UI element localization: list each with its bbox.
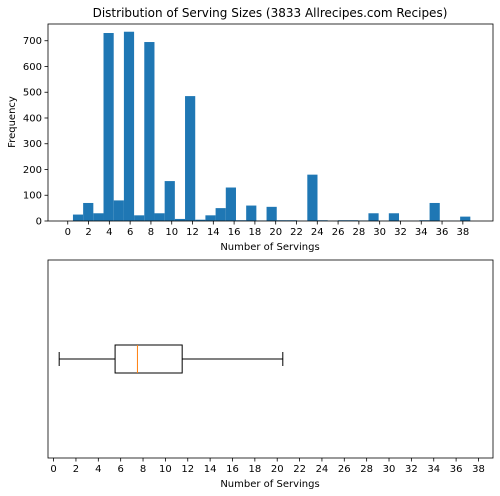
histogram-bar — [93, 213, 104, 221]
histogram-x-tick-label: 14 — [207, 227, 220, 238]
boxplot-x-tick-label: 24 — [316, 464, 329, 475]
histogram-x-tick-label: 36 — [436, 227, 449, 238]
histogram-chart: Distribution of Serving Sizes (3833 Allr… — [7, 6, 494, 253]
histogram-title: Distribution of Serving Sizes (3833 Allr… — [93, 6, 448, 20]
boxplot-x-tick-label: 16 — [226, 464, 239, 475]
histogram-x-tick-label: 4 — [106, 227, 112, 238]
boxplot-x-tick-label: 6 — [117, 464, 123, 475]
histogram-bar — [195, 219, 206, 221]
histogram-bar — [164, 181, 175, 221]
histogram-bar — [368, 213, 379, 221]
histogram-bar — [429, 202, 440, 221]
histogram-x-tick-label: 0 — [65, 227, 71, 238]
histogram-x-tick-label: 18 — [249, 227, 262, 238]
histogram-bar — [103, 33, 114, 222]
histogram-y-tick-label: 100 — [23, 191, 42, 202]
boxplot-x-tick-label: 0 — [50, 464, 56, 475]
boxplot-x-tick-label: 20 — [271, 464, 284, 475]
histogram-x-tick-label: 30 — [373, 227, 386, 238]
histogram-x-tick-label: 28 — [353, 227, 366, 238]
histogram-y-ticks: 0 100 200 300 400 500 600 700 — [23, 36, 48, 228]
boxplot-frame — [47, 259, 494, 459]
histogram-bar — [144, 42, 155, 221]
histogram-y-tick-label: 600 — [23, 62, 42, 73]
boxplot-x-tick-label: 10 — [159, 464, 172, 475]
boxplot-box — [114, 344, 183, 374]
boxplot-x-tick-label: 30 — [383, 464, 396, 475]
histogram-y-tick-label: 0 — [36, 217, 42, 228]
histogram-bar — [460, 216, 471, 221]
histogram-x-ticks: 0 2 4 6 8 10 12 14 16 18 20 22 24 26 28 30 32 34 36 38 — [65, 221, 469, 238]
histogram-y-tick-label: 400 — [23, 113, 42, 124]
histogram-bar — [134, 215, 145, 221]
histogram-bar — [83, 202, 94, 221]
histogram-bar — [266, 206, 277, 221]
histogram-x-tick-label: 16 — [228, 227, 241, 238]
histogram-frame — [47, 23, 494, 222]
histogram-bars — [72, 31, 471, 222]
histogram-bar — [185, 96, 196, 221]
histogram-bar — [72, 214, 84, 221]
histogram-bar — [113, 200, 124, 221]
histogram-bar — [246, 205, 257, 221]
histogram-bar — [174, 218, 186, 221]
histogram-bar — [215, 208, 226, 221]
histogram-x-tick-label: 20 — [269, 227, 282, 238]
histogram-x-tick-label: 32 — [394, 227, 407, 238]
boxplot-x-tick-label: 34 — [427, 464, 440, 475]
histogram-y-tick-label: 500 — [23, 88, 42, 99]
boxplot-x-tick-label: 12 — [181, 464, 194, 475]
boxplot-x-tick-label: 36 — [450, 464, 463, 475]
histogram-bar — [307, 174, 318, 221]
histogram-bar — [205, 215, 216, 221]
histogram-bar — [123, 31, 135, 222]
boxplot-x-axis-label: Number of Servings — [220, 479, 319, 490]
boxplot-x-tick-label: 38 — [472, 464, 485, 475]
histogram-bar — [388, 213, 400, 221]
boxplot-x-tick-label: 18 — [248, 464, 261, 475]
histogram-x-tick-label: 8 — [148, 227, 154, 238]
histogram-bar — [154, 213, 165, 221]
histogram-x-axis-label: Number of Servings — [220, 242, 319, 253]
boxplot-x-ticks: 0 2 4 6 8 10 12 14 16 18 20 22 24 26 28 30 32 34 36 38 — [50, 458, 485, 475]
histogram-x-tick-label: 10 — [165, 227, 178, 238]
boxplot-x-tick-label: 28 — [360, 464, 373, 475]
histogram-x-tick-label: 22 — [290, 227, 303, 238]
histogram-x-tick-label: 2 — [85, 227, 91, 238]
boxplot-x-tick-label: 14 — [204, 464, 217, 475]
boxplot-x-tick-label: 26 — [338, 464, 351, 475]
histogram-x-tick-label: 26 — [332, 227, 345, 238]
histogram-x-tick-label: 38 — [456, 227, 469, 238]
histogram-y-tick-label: 300 — [23, 139, 42, 150]
boxplot-x-tick-label: 22 — [293, 464, 306, 475]
boxplot-x-tick-label: 2 — [73, 464, 79, 475]
boxplot-x-tick-label: 4 — [95, 464, 101, 475]
histogram-x-tick-label: 6 — [127, 227, 133, 238]
histogram-y-axis-label: Frequency — [7, 96, 18, 148]
histogram-y-tick-label: 200 — [23, 165, 42, 176]
boxplot-chart: 0 2 4 6 8 10 12 14 16 18 20 22 24 26 28 30 32 34 36 38 Numb… — [47, 259, 494, 490]
histogram-x-tick-label: 12 — [186, 227, 199, 238]
histogram-x-tick-label: 24 — [311, 227, 324, 238]
histogram-y-tick-label: 700 — [23, 36, 42, 47]
boxplot-x-tick-label: 32 — [405, 464, 418, 475]
histogram-x-tick-label: 34 — [415, 227, 428, 238]
boxplot-x-tick-label: 8 — [140, 464, 146, 475]
boxplot-body — [58, 344, 284, 374]
histogram-bar — [225, 187, 236, 221]
